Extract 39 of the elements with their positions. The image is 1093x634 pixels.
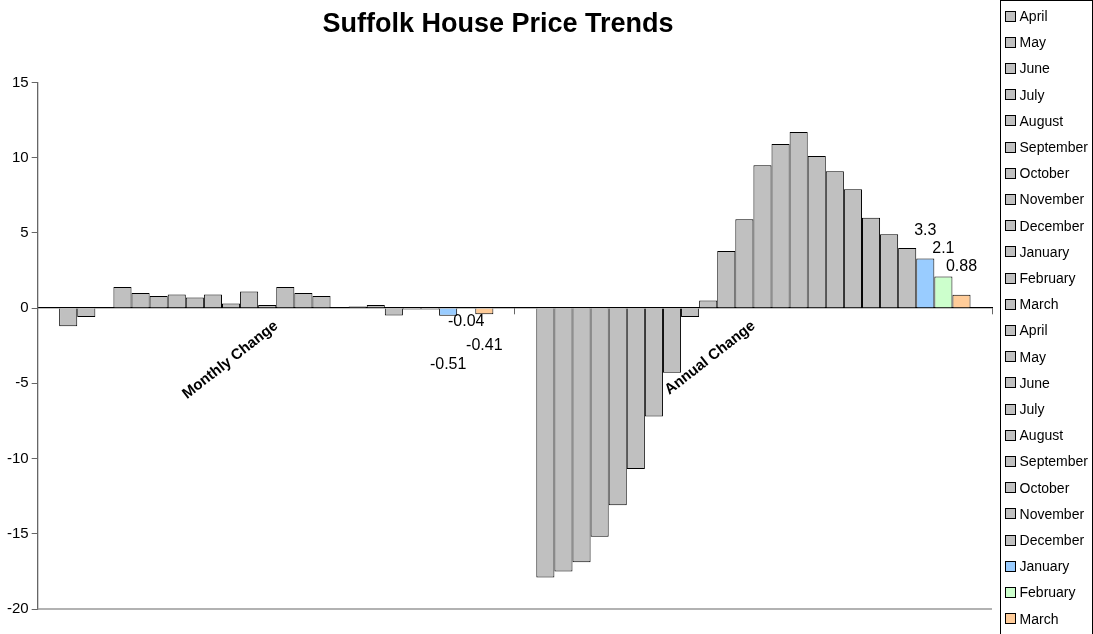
y-tick-label: -10: [6, 448, 29, 466]
legend-label: January: [1019, 557, 1070, 577]
legend-label: May: [1019, 347, 1046, 367]
legend-label: December: [1019, 531, 1085, 551]
y-tick-label: -20: [6, 599, 29, 617]
legend-label: June: [1019, 59, 1050, 79]
y-tick-label: 0: [20, 298, 29, 316]
legend-label: April: [1019, 7, 1048, 26]
legend-label: July: [1019, 85, 1045, 105]
legend-label: May: [1019, 33, 1046, 53]
legend-label: July: [1019, 400, 1045, 420]
legend-label: November: [1019, 190, 1085, 210]
y-tick-label: -15: [6, 523, 29, 541]
data-label: -0.04: [447, 312, 485, 330]
data-label: 2.1: [932, 238, 955, 256]
legend-label: December: [1019, 216, 1085, 236]
legend-label: January: [1019, 242, 1070, 262]
y-tick-label: -5: [15, 373, 29, 391]
data-label: 3.3: [914, 220, 937, 238]
data-label: 0.88: [945, 257, 978, 275]
legend-label: September: [1019, 138, 1088, 157]
legend-label: September: [1019, 452, 1088, 472]
y-tick-label: 15: [11, 72, 29, 90]
legend-label: April: [1019, 321, 1048, 341]
legend-label: November: [1019, 504, 1085, 524]
legend-label: October: [1019, 478, 1070, 498]
legend-label: October: [1019, 164, 1070, 184]
legend-label: February: [1019, 269, 1076, 289]
legend-label: August: [1019, 426, 1064, 446]
legend-label: August: [1019, 111, 1064, 131]
chart-title: Suffolk House Price Trends: [322, 7, 674, 38]
data-label: -0.51: [429, 355, 467, 373]
legend-label: March: [1019, 295, 1059, 315]
legend-label: February: [1019, 583, 1076, 603]
y-tick-label: 5: [20, 223, 29, 240]
y-tick-label: 10: [11, 147, 29, 165]
data-label: -0.41: [466, 335, 503, 353]
legend-label: March: [1019, 609, 1059, 629]
legend-label: June: [1019, 373, 1050, 393]
